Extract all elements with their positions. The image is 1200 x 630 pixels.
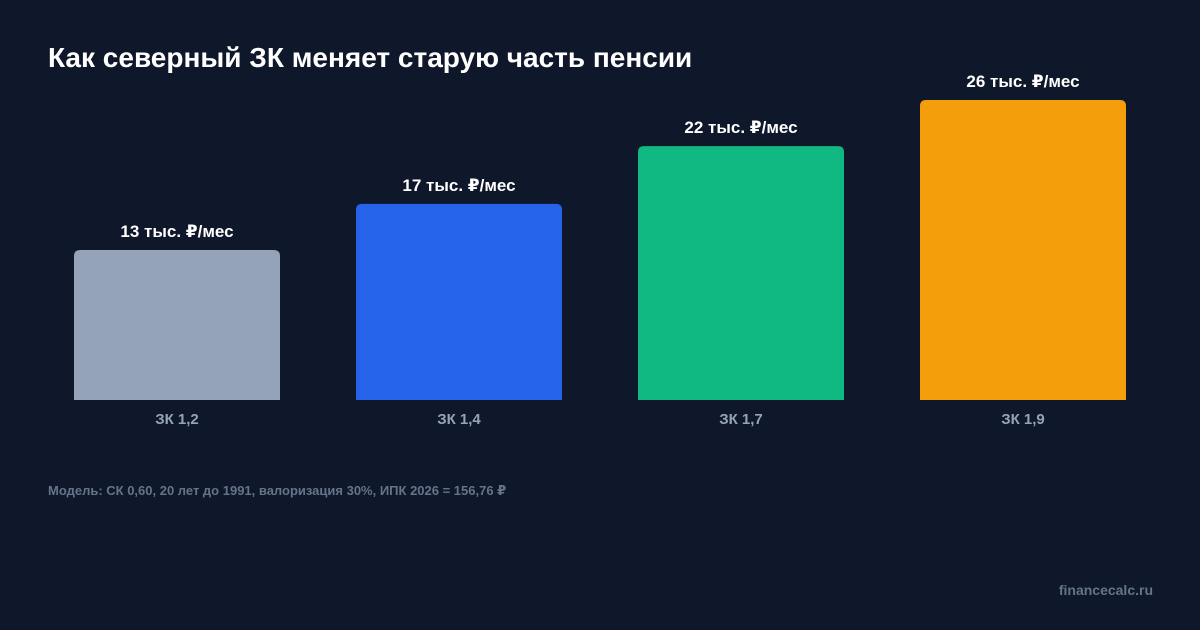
bar-2 [356,203,562,400]
bar-value-label-1: 13 тыс. ₽/мес [120,222,233,241]
brand-label: financecalc.ru [1058,582,1153,598]
chart-title: Как северный ЗК меняет старую часть пенс… [48,42,693,73]
category-label-4: ЗК 1,9 [1001,411,1045,428]
category-labels-layer: ЗК 1,2 ЗК 1,4 ЗК 1,7 ЗК 1,9 [155,411,1045,428]
bar-4 [920,100,1126,400]
bar-3 [638,146,844,400]
bars-layer [74,100,1126,400]
bar-value-label-3: 22 тыс. ₽/мес [684,118,797,137]
model-note: Модель: СК 0,60, 20 лет до 1991, валориз… [48,483,507,498]
bar-1 [74,250,280,400]
bar-value-label-4: 26 тыс. ₽/мес [966,72,1079,91]
bar-value-label-2: 17 тыс. ₽/мес [402,176,515,195]
value-labels-layer: 13 тыс. ₽/мес 17 тыс. ₽/мес 22 тыс. ₽/мес 2… [120,72,1079,241]
category-label-1: ЗК 1,2 [155,411,199,428]
category-label-2: ЗК 1,4 [437,411,481,428]
category-label-3: ЗК 1,7 [719,411,763,428]
